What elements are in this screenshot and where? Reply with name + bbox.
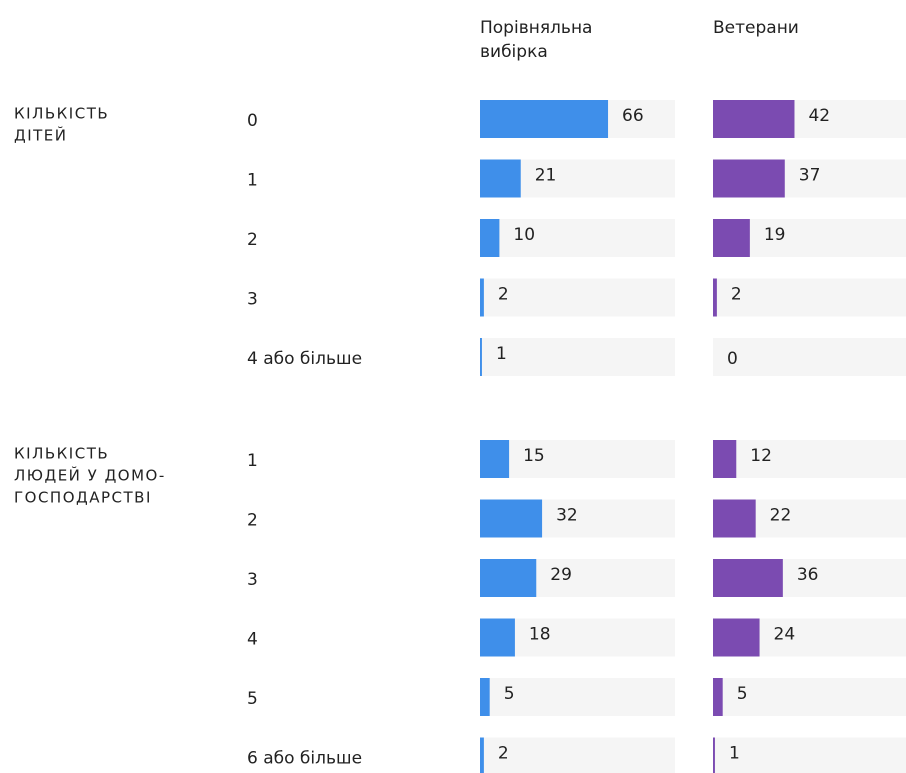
category-label: 6 або більше (247, 749, 362, 769)
category-label: 3 (247, 570, 258, 590)
bar-background (480, 219, 675, 257)
bar (713, 499, 756, 538)
value-label: 18 (529, 625, 551, 645)
bar-background (480, 440, 675, 478)
bar (713, 678, 723, 716)
group-title: КІЛЬКІСТЬ (14, 105, 109, 123)
category-label: 2 (247, 230, 258, 250)
category-label: 3 (247, 290, 258, 310)
bar (480, 499, 543, 538)
bar (480, 678, 490, 716)
bar-background (480, 737, 675, 773)
value-label: 1 (729, 744, 740, 764)
value-label: 1 (496, 344, 507, 364)
bar-background (713, 440, 906, 478)
bar-background (713, 737, 906, 773)
bar (713, 159, 785, 198)
value-label: 12 (750, 446, 772, 466)
value-label: 2 (498, 744, 509, 764)
bar-background (480, 278, 675, 317)
bar (713, 278, 717, 317)
category-label: 1 (247, 171, 258, 191)
bar-background (480, 678, 675, 716)
bar (480, 559, 537, 597)
value-label: 24 (774, 625, 796, 645)
value-label: 0 (727, 349, 738, 369)
value-label: 36 (797, 565, 819, 585)
value-label: 22 (770, 506, 792, 526)
category-label: 4 або більше (247, 349, 362, 369)
group-title: ЛЮДЕЙ У ДОМО- (14, 466, 166, 485)
group-title: КІЛЬКІСТЬ (14, 445, 109, 463)
bar-background (713, 678, 906, 716)
bar (480, 278, 484, 317)
bar-background (713, 338, 906, 376)
bar (713, 559, 783, 597)
category-label: 0 (247, 111, 258, 131)
group-title: ДІТЕЙ (14, 126, 68, 145)
category-label: 4 (247, 630, 258, 650)
bar (480, 618, 515, 657)
bar-background (480, 338, 675, 376)
bar (713, 440, 737, 478)
group-title: ГОСПОДАРСТВІ (14, 489, 152, 507)
category-label: 1 (247, 451, 258, 471)
value-label: 21 (535, 166, 557, 186)
bar (713, 100, 795, 138)
bar (713, 737, 715, 773)
value-label: 10 (513, 225, 535, 245)
category-label: 2 (247, 511, 258, 531)
bar (713, 618, 760, 657)
bar (480, 159, 521, 198)
bar (480, 338, 482, 376)
category-label: 5 (247, 689, 258, 709)
bar (480, 100, 609, 138)
value-label: 37 (799, 166, 821, 186)
value-label: 29 (550, 565, 572, 585)
value-label: 66 (622, 106, 644, 126)
bar-background (713, 278, 906, 317)
value-label: 15 (523, 446, 545, 466)
bar (480, 737, 484, 773)
value-label: 2 (731, 285, 742, 305)
value-label: 2 (498, 285, 509, 305)
value-label: 42 (808, 106, 830, 126)
value-label: 5 (737, 684, 748, 704)
series-header: Порівняльна вибірка (480, 18, 592, 62)
bar (480, 219, 500, 257)
value-label: 5 (504, 684, 515, 704)
series-header: Ветерани (713, 18, 799, 38)
value-label: 32 (556, 506, 578, 526)
bar (480, 440, 510, 478)
bar (713, 219, 750, 257)
value-label: 19 (764, 225, 786, 245)
